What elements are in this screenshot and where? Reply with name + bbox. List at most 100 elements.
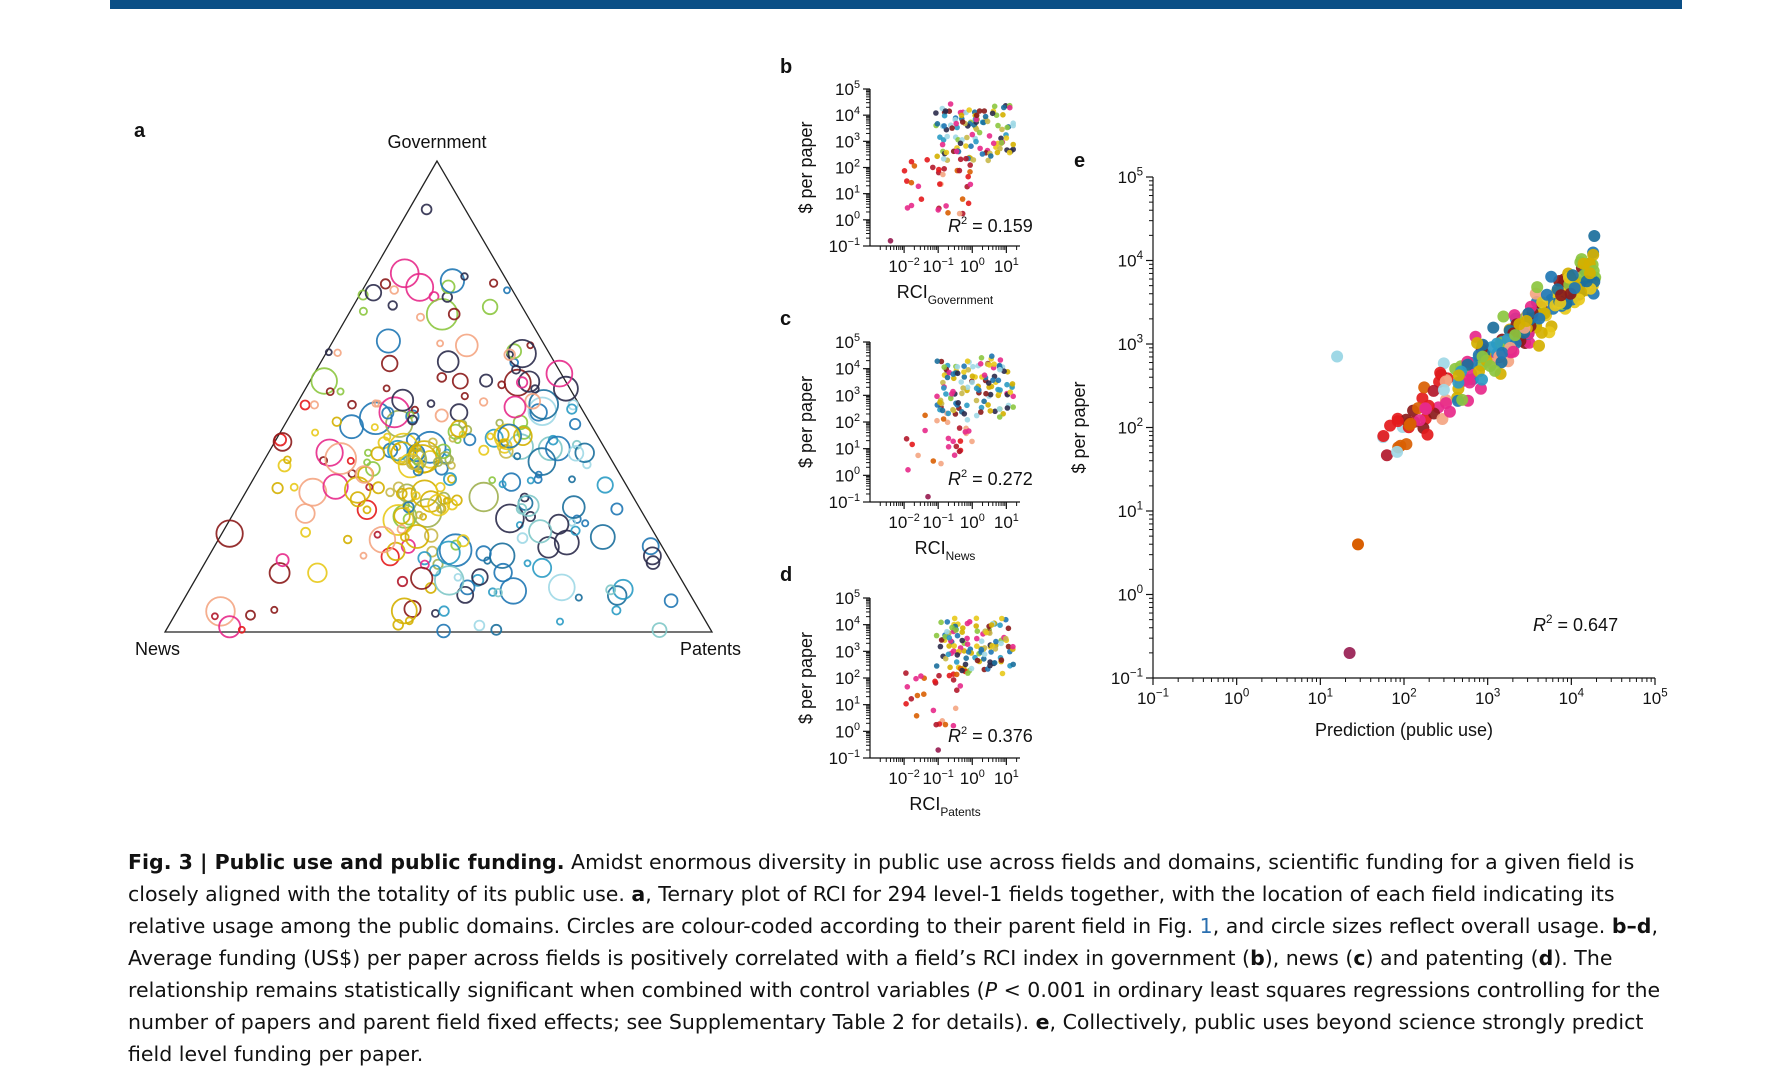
data-point [973,615,980,622]
ternary-field-circle [331,416,343,427]
tick-label: 105 [835,588,860,608]
data-point [991,361,997,368]
data-point [989,643,995,649]
ternary-field-circle [501,472,522,492]
data-point [1456,393,1469,406]
data-point [967,181,974,188]
data-point [977,361,984,367]
tick-base: 10 [888,513,907,532]
panel-letter-e: e [1074,150,1086,172]
data-point [1434,366,1447,379]
ternary-field-circle [651,622,668,638]
data-point [987,408,994,414]
tick-exponent: 1 [854,438,860,450]
ternary-field-circle [568,475,576,484]
data-point [937,181,943,187]
ternary-field-circle [663,593,679,608]
data-point [958,379,964,385]
panel-letter-c: c [780,308,792,330]
data-point [1352,538,1364,551]
data-point [1583,267,1596,280]
data-point [989,353,995,360]
tick-exponent: 1 [854,183,860,195]
tick-base: 10 [835,696,854,715]
caption-fig-link[interactable]: 1 [1199,914,1213,938]
data-point [911,163,918,169]
ternary-field-circle [210,612,219,621]
ternary-field-circle [490,623,503,636]
tick-exponent: −1 [941,512,953,524]
y-axis-label: $ per paper [796,376,816,468]
ternary-field-circle [426,399,436,408]
top-color-bar [110,0,1682,9]
data-point [959,667,965,674]
data-point [957,140,964,147]
ternary-field-circle [310,367,338,395]
ternary-field-circle [484,428,504,448]
ternary-field-circle [298,477,328,507]
tick-exponent: 2 [854,157,860,169]
ternary-field-circle [503,348,516,361]
ternary-field-circle [605,584,617,596]
data-point [999,126,1005,133]
data-point [956,448,963,455]
tick-label: 105 [1642,687,1667,708]
ternary-field-circle [513,426,533,447]
data-point [950,388,956,395]
data-point [945,435,952,442]
ternary-field-circle [570,525,581,536]
data-point [1391,445,1404,458]
data-point [1005,625,1012,632]
data-point [945,444,952,450]
x-axis-label: RCINews [915,538,976,563]
data-point [973,116,980,123]
data-point [987,391,994,398]
data-point [969,373,976,380]
ternary-field-circle [420,203,433,216]
ternary-field-circle [391,388,415,412]
ternary-field-circle [561,495,586,519]
ternary-field-circle [405,272,435,302]
data-point [903,436,910,442]
caption-ref-d: d [1538,946,1554,970]
tick-exponent: −2 [907,512,919,524]
tick-exponent: −1 [848,748,860,760]
data-point [973,623,979,629]
y-axis-label: $ per paper [796,121,816,213]
tick-base: 10 [835,440,854,459]
data-point [995,122,1001,129]
data-point [1003,635,1009,642]
ternary-field-circle [473,619,486,632]
data-point [970,363,976,370]
data-point [943,203,949,209]
tick-exponent: 0 [979,256,985,268]
ternary-field-circle [381,354,399,373]
data-point [941,364,947,370]
ternary-field-circle [449,403,469,422]
data-point [978,409,984,415]
data-point [973,385,980,392]
data-point [954,370,961,377]
data-point [999,139,1005,146]
data-point [959,390,965,397]
panel-letter-d: d [780,564,793,586]
r-squared-exponent: 2 [961,468,967,480]
data-point [967,162,973,168]
data-point [1010,141,1016,148]
tick-exponent: 0 [979,768,985,780]
data-point [1004,124,1010,131]
ternary-field-circle [299,399,311,411]
caption-text-6: ) and patenting ( [1365,946,1539,970]
tick-base: 10 [1118,419,1137,438]
tick-label: 101 [994,512,1019,532]
ternary-field-circle [339,414,365,440]
data-point [961,369,967,375]
ternary-field-circle [395,487,408,500]
data-point [915,183,922,190]
data-point [976,129,983,136]
ternary-field-circle [386,541,406,562]
tick-label: 100 [835,721,860,741]
data-point [1421,428,1434,441]
